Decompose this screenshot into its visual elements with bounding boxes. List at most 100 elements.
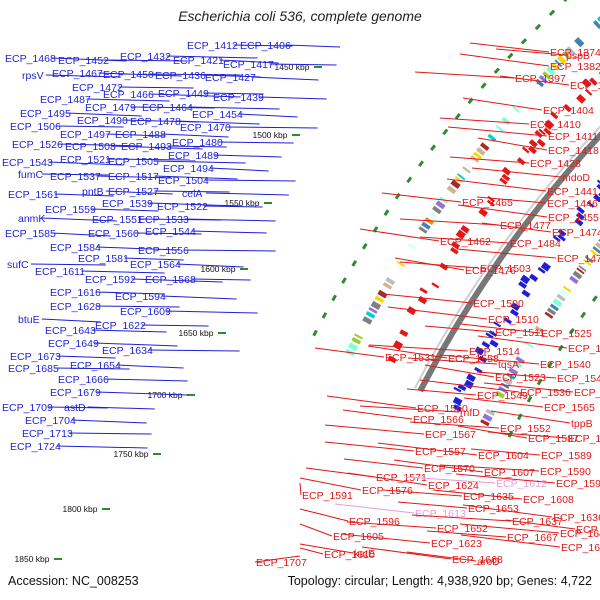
gene-label: ECP_1449 xyxy=(158,88,209,100)
cog-block xyxy=(546,307,557,316)
gene-leader-line xyxy=(161,133,229,138)
gene-leader-line xyxy=(359,405,460,413)
cog-block xyxy=(480,419,490,427)
gene-label: ECP_1634 xyxy=(102,345,153,357)
gene-leader-line xyxy=(204,92,264,95)
gene-leader-line xyxy=(393,459,484,473)
gene-label: ECP_1622 xyxy=(95,320,146,332)
gene-leader-line xyxy=(148,202,240,207)
reverse-gene xyxy=(576,93,586,104)
forward-gene xyxy=(489,339,499,348)
cog-block xyxy=(569,275,579,285)
gene-label: ECP_1495 xyxy=(20,108,71,120)
cog-block xyxy=(347,342,359,352)
gene-label: ECP_1527 xyxy=(108,186,159,198)
gene-label: rpsV xyxy=(22,70,44,82)
gene-label: ECP_1493 xyxy=(121,141,172,153)
cog-block xyxy=(550,62,560,71)
gene-leader-line xyxy=(299,477,362,491)
gene-leader-line xyxy=(419,236,510,244)
cog-block xyxy=(542,71,552,80)
gene-label: ECP_1624 xyxy=(428,480,479,492)
gene-label: ECP_1446 xyxy=(547,198,598,210)
gene-label: ECP_1470 xyxy=(180,122,231,134)
reverse-gene xyxy=(406,306,417,316)
gene-leader-line xyxy=(96,305,180,308)
cog-block xyxy=(479,142,490,152)
accession-text: Accession: NC_008253 xyxy=(8,574,139,588)
gene-label: ECP_1704 xyxy=(25,415,76,427)
cog-block xyxy=(584,255,594,264)
gene-leader-line xyxy=(66,112,142,117)
forward-gene xyxy=(452,396,463,406)
gene-leader-line xyxy=(477,335,568,349)
cog-block xyxy=(515,356,525,364)
cog-block xyxy=(418,226,428,234)
gene-label: anmK xyxy=(18,213,45,225)
reverse-gene xyxy=(486,199,495,207)
forward-gene xyxy=(537,266,546,274)
gene-label: ECP_1623 xyxy=(431,538,482,550)
cog-block xyxy=(562,285,572,293)
reverse-gene xyxy=(455,229,467,240)
gene-label: ECP_1439 xyxy=(213,92,264,104)
gene-label: ECP_1559 xyxy=(45,204,96,216)
gene-leader-line xyxy=(439,117,530,125)
gene-leader-line xyxy=(188,106,280,110)
gene-leader-line xyxy=(148,349,240,352)
reverse-gene xyxy=(478,207,488,217)
reverse-gene xyxy=(501,173,511,182)
gene-label: ECP_1591 xyxy=(302,490,353,502)
cog-block xyxy=(354,333,363,340)
gene-leader-line xyxy=(124,257,184,261)
gene-leader-line xyxy=(87,406,155,410)
gene-label: ECP_1464 xyxy=(142,102,193,114)
kbp-tick-label: 1550 kbp xyxy=(225,198,260,208)
gene-label: mdoD xyxy=(562,172,590,184)
gene-label: pntB xyxy=(82,186,104,198)
cog-block xyxy=(561,50,571,60)
gene-label: ECP_1472 xyxy=(72,82,123,94)
gene-label: ECP_1532 xyxy=(574,387,600,399)
cog-block xyxy=(482,413,493,422)
gene-leader-line xyxy=(149,93,241,98)
cog-block xyxy=(450,179,461,190)
cog-block xyxy=(462,166,471,174)
gene-leader-line xyxy=(411,514,512,522)
gene-leader-line xyxy=(460,323,541,334)
reverse-gene xyxy=(417,295,428,305)
reverse-gene xyxy=(392,340,404,351)
gene-label: ECP_1517 xyxy=(108,171,159,183)
kbp-ticks: 1450 kbp 1500 kbp 1550 kbp 1600 kbp 1650 kbp… xyxy=(15,62,322,564)
gene-label: ECP_1561 xyxy=(8,189,59,201)
gene-leader-line xyxy=(68,432,152,435)
reverse-gene xyxy=(538,128,546,136)
gene-leader-line xyxy=(381,192,462,203)
gene-leader-line xyxy=(299,523,333,537)
gene-label: ECP_1479 xyxy=(85,102,136,114)
gene-leader-line xyxy=(490,410,571,424)
forward-gene xyxy=(574,217,584,227)
cog-color-tracks xyxy=(345,16,600,427)
gene-label: ECP_1478 xyxy=(130,116,181,128)
genome-rings xyxy=(312,0,600,438)
gene-label: ECP_1466 xyxy=(103,89,154,101)
gene-leader-line xyxy=(214,154,282,158)
gene-label: ECP_1521 xyxy=(60,154,111,166)
gene-label: ECP_1417 xyxy=(223,59,274,71)
gene-leader-line xyxy=(407,357,498,365)
gene-leader-line xyxy=(226,126,318,129)
gene-leader-line xyxy=(98,72,182,77)
gene-leader-line xyxy=(176,120,260,125)
cog-block xyxy=(407,242,417,251)
gene-leader-line xyxy=(91,329,167,333)
forward-gene xyxy=(485,332,494,339)
kbp-tick-label: 1450 kbp xyxy=(275,62,310,72)
gene-label: ECP_1569 xyxy=(568,433,600,445)
cog-block xyxy=(432,205,442,215)
forward-gene xyxy=(540,261,551,272)
genome-title: Escherichia coli 536, complete genome xyxy=(178,8,422,24)
gene-label: ECP_1666 xyxy=(58,374,109,386)
gene-label: ECP_1584 xyxy=(50,242,101,254)
gene-label: ECP_1488 xyxy=(115,129,166,141)
